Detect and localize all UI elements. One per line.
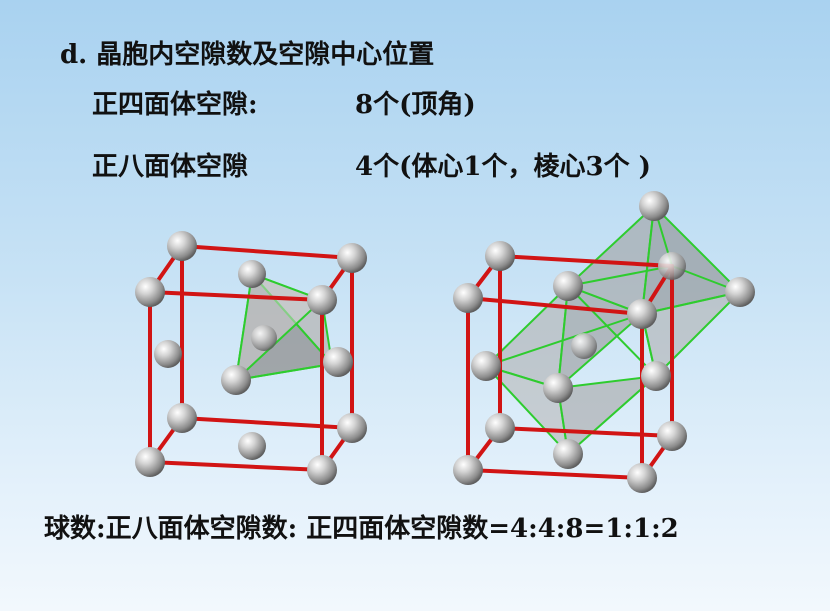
atom: [337, 413, 367, 443]
tetrahedral-void-value: 8个(顶角): [355, 90, 476, 120]
tetrahedral-void-label: 正四面体空隙:: [92, 90, 258, 120]
ratio-statement: 球数:正八面体空隙数: 正四面体空隙数=4:4:8=1:1:2: [44, 514, 679, 544]
fcc-cell-tetrahedral: [135, 231, 367, 485]
atom: [238, 260, 266, 288]
atom: [485, 413, 515, 443]
atom: [323, 347, 353, 377]
atom: [639, 191, 669, 221]
atom: [307, 455, 337, 485]
atom: [657, 421, 687, 451]
atom: [251, 325, 277, 351]
atom: [453, 283, 483, 313]
atom: [135, 277, 165, 307]
atom: [627, 463, 657, 493]
atom: [641, 361, 671, 391]
atoms: [135, 231, 367, 485]
atom: [453, 455, 483, 485]
atom: [553, 271, 583, 301]
atom: [658, 252, 686, 280]
atom: [553, 439, 583, 469]
atom: [471, 351, 501, 381]
atom: [485, 241, 515, 271]
atoms: [453, 191, 755, 493]
atom: [167, 231, 197, 261]
atom: [571, 333, 597, 359]
atom: [167, 403, 197, 433]
atom: [627, 299, 657, 329]
atom: [135, 447, 165, 477]
fcc-cell-octahedral: [453, 191, 755, 493]
octahedral-void-label: 正八面体空隙: [92, 152, 249, 182]
atom: [221, 365, 251, 395]
atom: [543, 373, 573, 403]
atom: [337, 243, 367, 273]
atom: [307, 285, 337, 315]
atom: [154, 340, 182, 368]
heading: d. 晶胞内空隙数及空隙中心位置: [60, 40, 435, 70]
octahedral-void-value: 4个(体心1个，棱心3个 ): [355, 152, 651, 182]
atom: [725, 277, 755, 307]
atom: [238, 432, 266, 460]
